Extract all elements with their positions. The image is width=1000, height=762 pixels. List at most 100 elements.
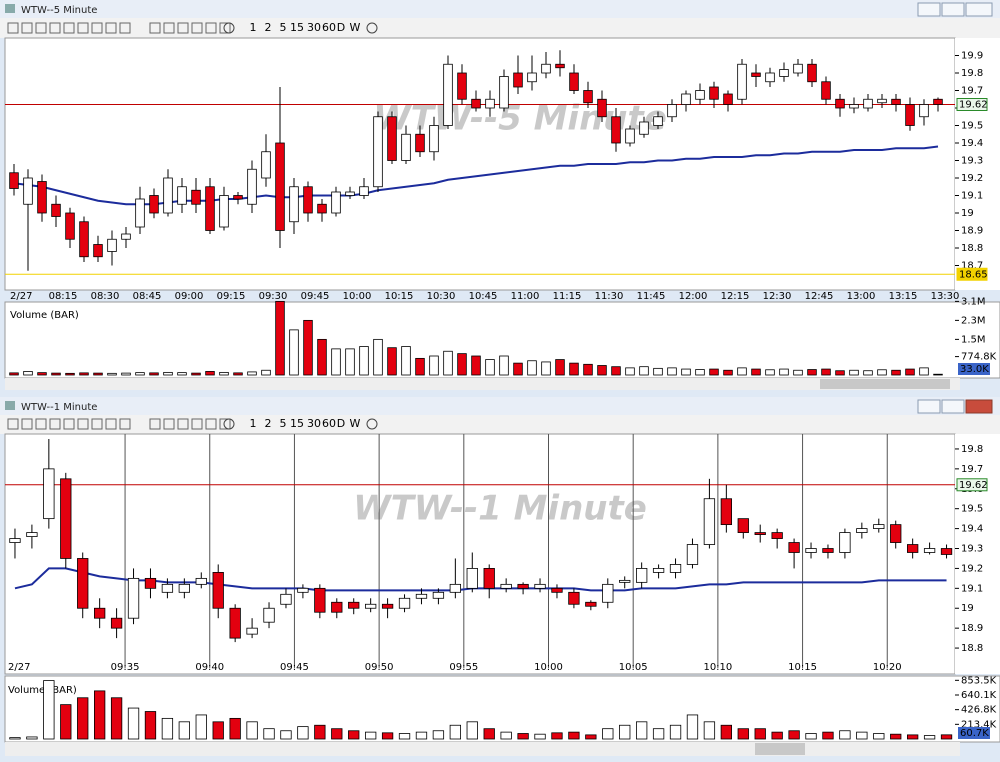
candle-body — [107, 238, 117, 252]
toolbar-icon — [77, 22, 89, 34]
minimize-button[interactable] — [917, 2, 941, 17]
interval-button[interactable]: 5 — [280, 417, 287, 430]
price-tag — [956, 98, 988, 111]
candle-body — [387, 116, 397, 161]
candle-body — [919, 104, 929, 118]
x-tick-label: 10:30 — [427, 291, 456, 302]
volume-bar — [65, 372, 75, 376]
interval-button[interactable]: W — [350, 21, 361, 34]
close-button[interactable] — [965, 2, 993, 17]
candle-body — [669, 564, 682, 573]
app-icon — [5, 401, 15, 410]
current-volume-tag — [958, 363, 990, 375]
candle-body — [517, 583, 529, 589]
toolbar-icon — [177, 418, 189, 430]
candle-body — [303, 186, 313, 214]
interval-button[interactable]: D — [337, 417, 345, 430]
candle-body — [602, 583, 614, 603]
volume-bar — [261, 369, 271, 376]
candle-body — [161, 583, 174, 593]
current-volume-label: 33.0K — [960, 364, 989, 375]
volume-bar — [161, 717, 174, 740]
candle-body — [51, 203, 61, 217]
candle-body — [37, 181, 47, 214]
candle-body — [527, 72, 537, 83]
candle-body — [331, 191, 341, 214]
x-tick-label: 12:45 — [805, 291, 834, 302]
volume-bar — [110, 697, 123, 740]
volume-bar — [121, 372, 131, 376]
maximize-button[interactable] — [941, 399, 965, 414]
toolbar-icon — [105, 418, 117, 430]
candle-body — [737, 518, 749, 533]
close-button[interactable] — [965, 399, 993, 414]
x-tick-label: 09:45 — [280, 662, 309, 673]
interval-button[interactable]: 30 — [307, 21, 321, 34]
candle-body — [611, 116, 621, 144]
candle-body — [555, 63, 565, 69]
x-tick-label: 08:15 — [49, 291, 78, 302]
candle-body — [289, 186, 299, 223]
window-title: WTW--5 Minute — [21, 5, 97, 16]
scrollbar[interactable] — [5, 742, 960, 756]
interval-button[interactable]: 60 — [322, 21, 336, 34]
volume-bar — [517, 733, 529, 740]
watermark: WTW--1 Minute — [353, 489, 647, 529]
y-tick-label: 19.2 — [961, 173, 983, 184]
volume-bar — [229, 717, 241, 740]
price-axis — [955, 434, 1000, 674]
y-tick-label: 213.4K — [961, 719, 997, 730]
interval-button[interactable]: 5 — [280, 21, 287, 34]
interval-button[interactable]: 15 — [290, 417, 304, 430]
candle-body — [754, 532, 766, 535]
interval-button[interactable]: 30 — [307, 417, 321, 430]
minimize-button[interactable] — [917, 399, 941, 414]
candle-body — [807, 63, 817, 83]
volume-bar — [60, 704, 72, 740]
volume-bar — [765, 369, 775, 376]
volume-bar — [144, 711, 157, 740]
volume-bar — [26, 736, 38, 740]
x-tick-label: 11:00 — [511, 291, 540, 302]
candle-body — [788, 542, 800, 553]
volume-bar — [191, 372, 201, 376]
volume-bar — [709, 368, 719, 376]
candle-body — [709, 86, 719, 100]
interval-button[interactable]: W — [350, 417, 361, 430]
scrollbar[interactable] — [5, 378, 960, 390]
candle-body — [513, 72, 523, 88]
candle-body — [359, 186, 369, 196]
candle-body — [261, 151, 271, 179]
interval-button[interactable]: 1 — [250, 21, 257, 34]
interval-button[interactable]: D — [337, 21, 345, 34]
candle-body — [429, 125, 439, 153]
volume-bar — [51, 372, 61, 376]
y-tick-label: 426.8K — [961, 705, 997, 716]
volume-bar — [639, 366, 649, 376]
toolbar-icon — [205, 418, 217, 430]
scrollbar-thumb[interactable] — [820, 379, 950, 389]
interval-button[interactable]: 60 — [322, 417, 336, 430]
volume-bar — [205, 371, 215, 376]
interval-button[interactable]: 2 — [265, 417, 272, 430]
interval-button[interactable]: 15 — [290, 21, 304, 34]
price-tag — [956, 478, 988, 492]
volume-bar — [923, 735, 936, 740]
interval-button[interactable]: 1 — [250, 417, 257, 430]
candle-body — [940, 548, 953, 555]
interval-button[interactable]: 2 — [265, 21, 272, 34]
volume-bar — [398, 733, 411, 740]
candle-body — [569, 72, 579, 91]
maximize-button[interactable] — [941, 2, 965, 17]
volume-bar — [849, 369, 859, 376]
candle-body — [60, 478, 72, 559]
pane-title: Volume (BAR) — [8, 685, 77, 696]
candle-body — [625, 128, 635, 144]
volume-bar — [737, 728, 749, 740]
candle-body — [695, 90, 705, 100]
scrollbar-thumb[interactable] — [755, 743, 805, 755]
volume-bar — [401, 346, 411, 376]
toolbar-icon — [191, 418, 203, 430]
candle-body — [79, 221, 89, 258]
candle-body — [348, 601, 360, 609]
